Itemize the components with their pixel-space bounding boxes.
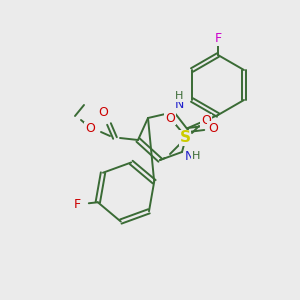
Text: F: F xyxy=(214,32,222,46)
Text: O: O xyxy=(165,112,175,124)
Text: F: F xyxy=(74,198,81,211)
Text: O: O xyxy=(98,106,108,118)
Text: O: O xyxy=(208,122,218,134)
Text: O: O xyxy=(85,122,95,136)
Text: H: H xyxy=(192,151,200,161)
Text: N: N xyxy=(184,149,194,163)
Text: H: H xyxy=(175,91,183,101)
Text: N: N xyxy=(174,98,184,112)
Text: S: S xyxy=(179,130,191,146)
Text: O: O xyxy=(201,115,211,128)
